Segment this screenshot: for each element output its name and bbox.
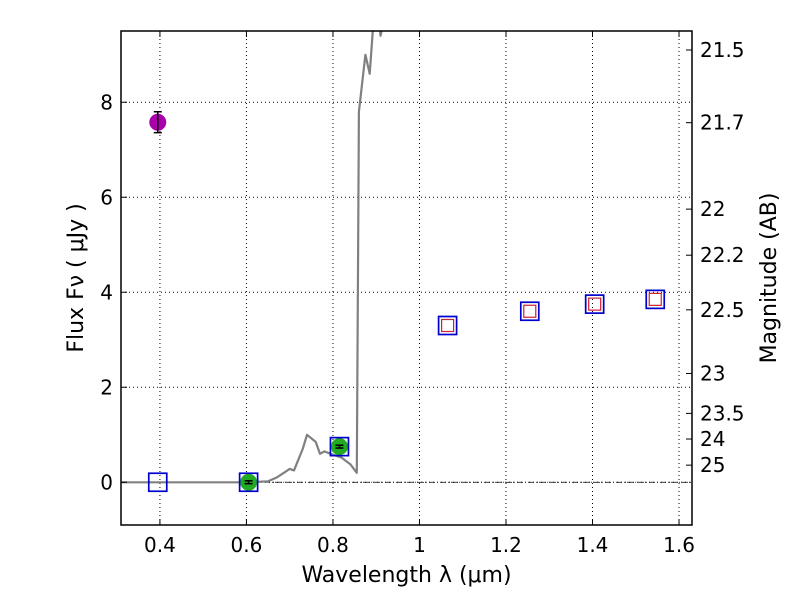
y-tick-label: 8	[100, 90, 113, 114]
magnitude-tick-label: 22.5	[700, 298, 745, 322]
x-tick-label: 0.4	[144, 533, 176, 557]
x-tick-label: 0.6	[231, 533, 263, 557]
y-tick-label: 0	[100, 470, 113, 494]
model-square	[238, 472, 259, 493]
limit-square	[440, 318, 455, 333]
limit-square	[588, 297, 602, 311]
magnitude-tick-label: 21.7	[700, 111, 745, 135]
model-square	[329, 436, 350, 457]
y-tick-label: 2	[100, 375, 113, 399]
x-tick-label: 1.6	[663, 533, 695, 557]
plot-frame	[120, 30, 693, 526]
model-square	[584, 294, 605, 314]
model-square	[147, 472, 168, 493]
magnitude-tick-label: 23.5	[700, 401, 745, 425]
spectrum-line	[121, 31, 383, 484]
data-markers	[147, 111, 666, 493]
y-tick-label: 4	[100, 280, 113, 304]
magnitude-tick-label: 21.5	[700, 38, 745, 62]
x-axis-title: Wavelength λ (μm)	[301, 563, 511, 588]
model-square	[437, 315, 458, 336]
x-tick-label: 0.8	[317, 533, 349, 557]
limit-square	[523, 304, 537, 318]
model-square	[645, 289, 666, 310]
magnitude-tick-label: 22	[700, 197, 725, 221]
model-spectrum	[121, 31, 383, 484]
x-tick-label: 1.4	[577, 533, 609, 557]
x-tick-label: 1	[413, 533, 426, 557]
y2-axis-title: Magnitude (AB)	[757, 193, 782, 364]
magnitude-tick-label: 22.2	[700, 243, 745, 267]
axis-ticks: 0.4 0.6 0.8 1 1.2 1.4 1.60246821.521.72222.222…	[100, 31, 745, 557]
limit-square	[648, 292, 662, 306]
x-tick-label: 1.2	[490, 533, 522, 557]
magnitude-tick-label: 23	[700, 361, 725, 385]
y-tick-label: 6	[100, 185, 113, 209]
magnitude-tick-label: 25	[700, 453, 725, 477]
model-square	[519, 301, 540, 322]
grid	[121, 31, 692, 525]
magnitude-tick-label: 24	[700, 427, 725, 451]
y-axis-title: Flux Fν ( μJy )	[64, 203, 89, 352]
